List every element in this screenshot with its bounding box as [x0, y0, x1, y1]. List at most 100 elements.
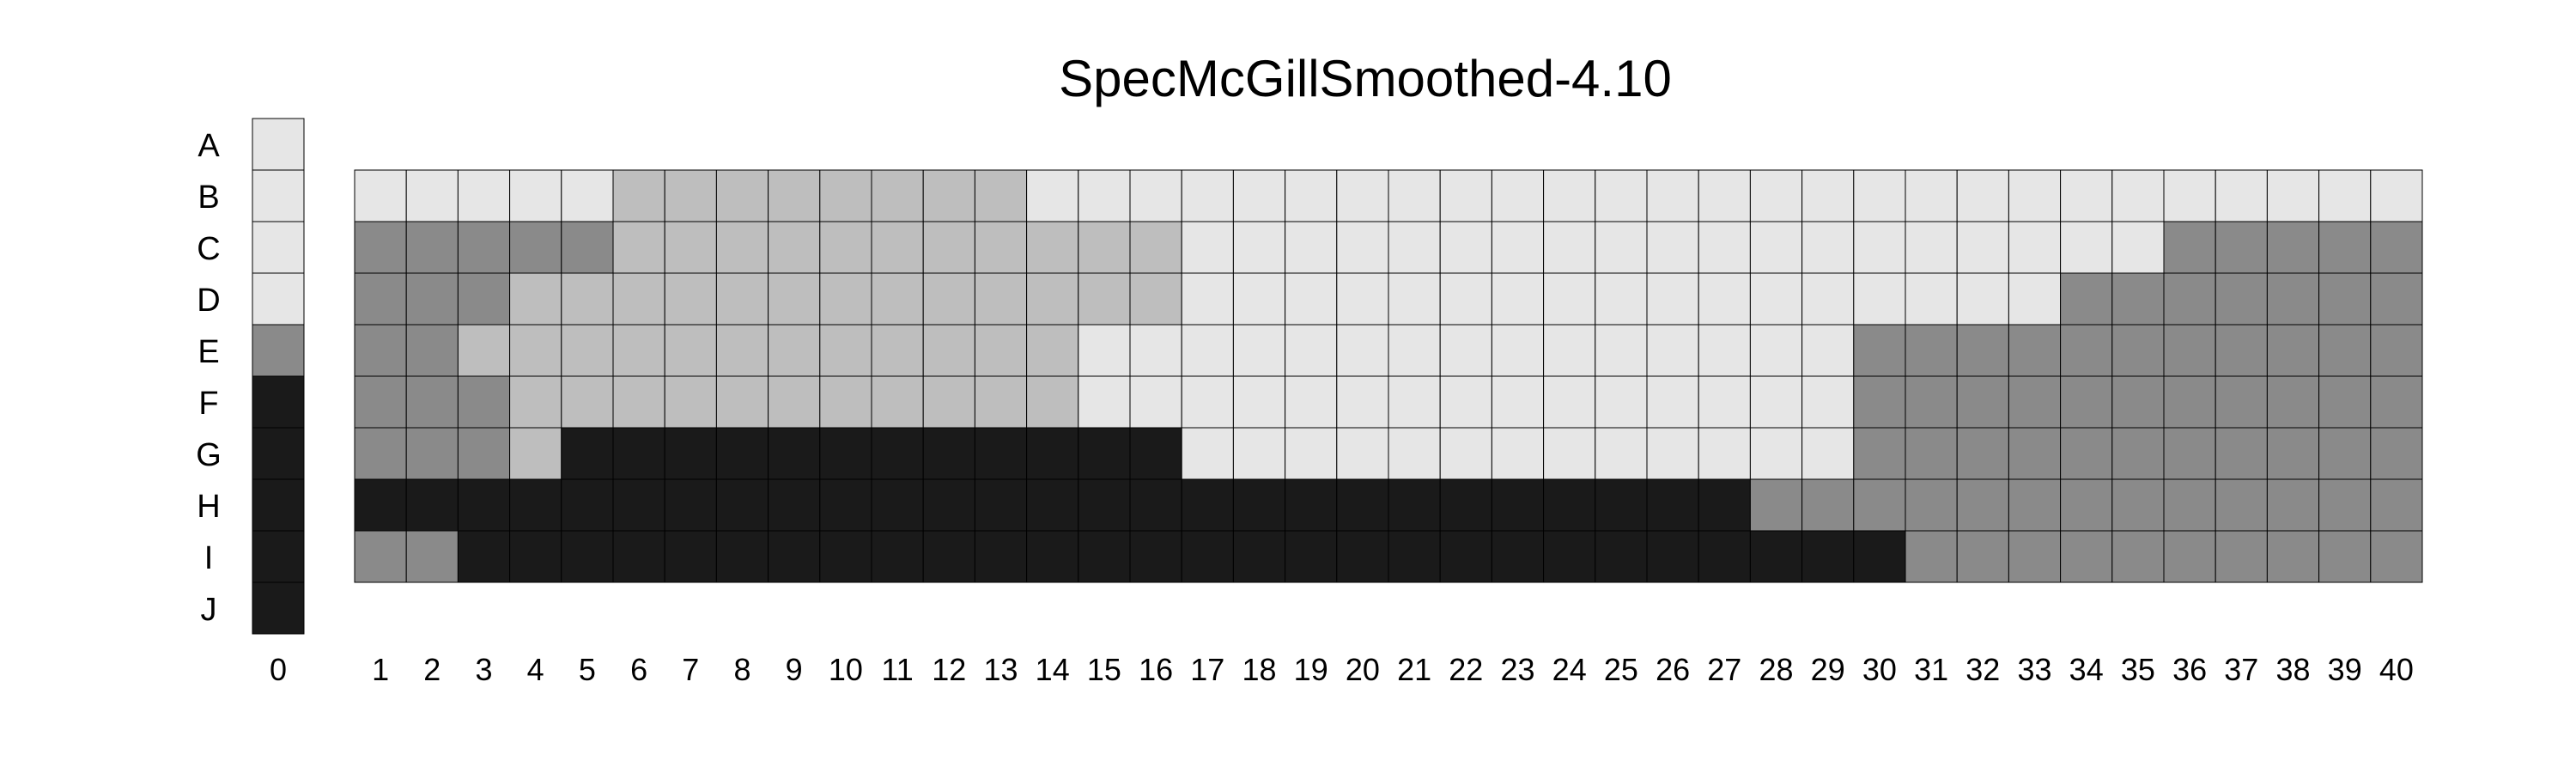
cell-I-30	[1853, 530, 1906, 583]
cell-F-21	[1388, 375, 1441, 429]
cell-B-11	[871, 169, 924, 222]
ref-cell-I	[252, 530, 305, 583]
col-label-37: 37	[2224, 652, 2258, 687]
cell-F-4	[509, 375, 562, 429]
cell-G-29	[1801, 427, 1855, 480]
cell-I-21	[1388, 530, 1441, 583]
cell-E-25	[1595, 324, 1648, 377]
cell-F-32	[1956, 375, 2009, 429]
cell-F-3	[457, 375, 511, 429]
col-label-17: 17	[1190, 652, 1224, 687]
cell-I-3	[457, 530, 511, 583]
cell-F-35	[2111, 375, 2165, 429]
cell-B-35	[2111, 169, 2165, 222]
cell-G-22	[1439, 427, 1492, 480]
cell-I-19	[1285, 530, 1338, 583]
cell-G-11	[871, 427, 924, 480]
cell-E-34	[2060, 324, 2113, 377]
cell-E-7	[664, 324, 717, 377]
cell-D-9	[768, 272, 821, 326]
col-label-25: 25	[1604, 652, 1638, 687]
cell-F-14	[1026, 375, 1079, 429]
cell-H-18	[1232, 478, 1286, 532]
col-label-8: 8	[733, 652, 750, 687]
ref-cell-H	[252, 478, 305, 532]
cell-E-29	[1801, 324, 1855, 377]
cell-C-6	[612, 221, 665, 274]
cell-B-23	[1491, 169, 1545, 222]
cell-H-1	[354, 478, 407, 532]
cell-D-17	[1181, 272, 1234, 326]
cell-G-32	[1956, 427, 2009, 480]
cell-F-12	[922, 375, 975, 429]
col-label-24: 24	[1552, 652, 1587, 687]
col-label-23: 23	[1500, 652, 1534, 687]
cell-H-30	[1853, 478, 1906, 532]
cell-H-8	[715, 478, 769, 532]
col-label-39: 39	[2328, 652, 2362, 687]
cell-G-27	[1698, 427, 1751, 480]
column-labels: 0 1 2 3 4 5 6 7 8 9 10 11 12 13 14 15 16 17 18 19 20 21 22 23 24…	[270, 652, 2414, 687]
cell-B-2	[405, 169, 459, 222]
cell-C-22	[1439, 221, 1492, 274]
ref-cell-F	[252, 375, 305, 429]
cell-C-19	[1285, 221, 1338, 274]
cell-G-34	[2060, 427, 2113, 480]
cell-I-24	[1543, 530, 1596, 583]
cell-I-17	[1181, 530, 1234, 583]
col-label-0: 0	[270, 652, 287, 687]
cell-H-37	[2215, 478, 2268, 532]
cell-I-11	[871, 530, 924, 583]
ref-cell-G	[252, 427, 305, 480]
cell-I-33	[2008, 530, 2062, 583]
cell-I-7	[664, 530, 717, 583]
cell-B-12	[922, 169, 975, 222]
cell-B-40	[2370, 169, 2423, 222]
cell-E-27	[1698, 324, 1751, 377]
cell-D-39	[2318, 272, 2372, 326]
cell-I-32	[1956, 530, 2009, 583]
col-label-16: 16	[1139, 652, 1173, 687]
cell-H-4	[509, 478, 562, 532]
cell-D-40	[2370, 272, 2423, 326]
cell-C-12	[922, 221, 975, 274]
cell-E-19	[1285, 324, 1338, 377]
cell-I-36	[2163, 530, 2216, 583]
cell-I-12	[922, 530, 975, 583]
col-label-1: 1	[372, 652, 389, 687]
cell-C-11	[871, 221, 924, 274]
cell-E-10	[819, 324, 872, 377]
col-label-40: 40	[2379, 652, 2414, 687]
cell-G-21	[1388, 427, 1441, 480]
cell-B-16	[1129, 169, 1182, 222]
cell-F-39	[2318, 375, 2372, 429]
col-label-28: 28	[1759, 652, 1793, 687]
cell-C-7	[664, 221, 717, 274]
cell-H-7	[664, 478, 717, 532]
cell-D-4	[509, 272, 562, 326]
cell-I-23	[1491, 530, 1545, 583]
cell-E-32	[1956, 324, 2009, 377]
cell-F-37	[2215, 375, 2268, 429]
cell-B-25	[1595, 169, 1648, 222]
cell-H-21	[1388, 478, 1441, 532]
cell-G-14	[1026, 427, 1079, 480]
cell-H-27	[1698, 478, 1751, 532]
cell-E-24	[1543, 324, 1596, 377]
cell-D-28	[1749, 272, 1803, 326]
cell-D-1	[354, 272, 407, 326]
ref-cell-J	[252, 581, 305, 635]
cell-B-31	[1905, 169, 1958, 222]
cell-F-30	[1853, 375, 1906, 429]
cell-H-12	[922, 478, 975, 532]
cell-F-2	[405, 375, 459, 429]
cell-E-35	[2111, 324, 2165, 377]
cell-B-5	[561, 169, 614, 222]
cell-D-29	[1801, 272, 1855, 326]
cell-B-32	[1956, 169, 2009, 222]
cell-D-7	[664, 272, 717, 326]
cell-C-27	[1698, 221, 1751, 274]
cell-D-35	[2111, 272, 2165, 326]
col-label-22: 22	[1449, 652, 1483, 687]
